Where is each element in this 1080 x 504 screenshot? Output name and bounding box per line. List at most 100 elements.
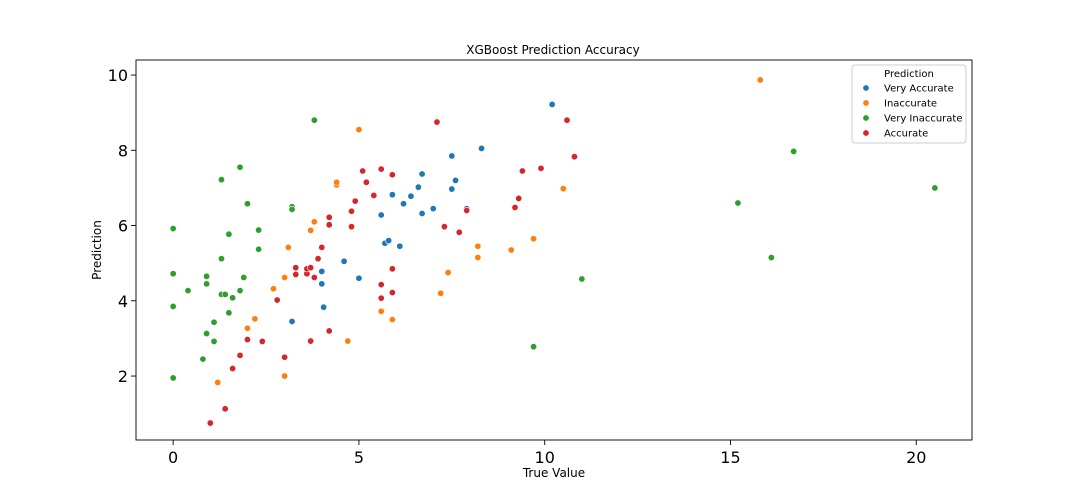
x-tick-label: 0: [168, 448, 178, 467]
legend-frame: [851, 64, 967, 144]
data-point: [255, 245, 263, 253]
data-point: [307, 226, 315, 234]
data-point: [229, 365, 237, 373]
legend-marker: [862, 114, 870, 122]
data-point: [203, 330, 211, 338]
data-point: [377, 165, 385, 173]
data-point: [307, 337, 315, 345]
y-tick-label: 8: [118, 141, 128, 160]
legend-item: Inaccurate: [862, 99, 937, 110]
data-point: [790, 147, 798, 155]
data-point: [377, 307, 385, 315]
data-point: [340, 257, 348, 265]
legend-marker: [862, 129, 870, 137]
data-point: [199, 355, 207, 363]
data-point: [478, 144, 486, 152]
data-point: [210, 337, 218, 345]
legend-item: Accurate: [862, 129, 928, 140]
x-tick-label: 10: [535, 448, 555, 467]
data-point: [203, 280, 211, 288]
legend-title: Prediction: [884, 69, 934, 80]
data-point: [344, 337, 352, 345]
x-tick-label: 5: [354, 448, 364, 467]
legend-label: Inaccurate: [884, 99, 937, 110]
data-point: [570, 153, 578, 161]
data-point: [418, 210, 426, 218]
data-point: [281, 273, 289, 281]
data-point: [325, 213, 333, 221]
data-point: [437, 289, 445, 297]
legend-item: Very Accurate: [862, 84, 954, 95]
data-point: [217, 255, 225, 263]
data-point: [310, 116, 318, 124]
legend-marker: [862, 84, 870, 92]
data-point: [348, 207, 356, 215]
data-point: [292, 270, 300, 278]
data-point: [440, 223, 448, 231]
data-point: [388, 265, 396, 273]
data-point: [169, 270, 177, 278]
data-point: [310, 218, 318, 226]
data-point: [578, 275, 586, 283]
data-point: [203, 272, 211, 280]
data-point: [284, 243, 292, 251]
data-point: [351, 197, 359, 205]
y-tick-label: 2: [118, 367, 128, 386]
data-point: [325, 327, 333, 335]
data-point: [214, 378, 222, 386]
data-point: [288, 205, 296, 213]
data-point: [243, 200, 251, 208]
data-point: [217, 176, 225, 184]
data-point: [377, 294, 385, 302]
y-tick-label: 6: [118, 217, 128, 236]
data-point: [507, 246, 515, 254]
series-inaccurate: [214, 76, 764, 386]
data-point: [537, 164, 545, 172]
data-point: [251, 315, 259, 323]
data-point: [530, 235, 538, 243]
data-point: [348, 223, 356, 231]
data-point: [184, 287, 192, 295]
data-point: [452, 176, 460, 184]
data-point: [355, 126, 363, 134]
data-point: [559, 185, 567, 193]
data-point: [511, 203, 519, 211]
data-point: [243, 324, 251, 332]
data-point: [236, 287, 244, 295]
series-accurate: [206, 116, 578, 427]
x-tick-label: 20: [906, 448, 926, 467]
data-point: [474, 242, 482, 250]
y-axis-label: Prediction: [90, 220, 104, 280]
data-point: [236, 351, 244, 359]
data-point: [225, 230, 233, 238]
chart-title: XGBoost Prediction Accuracy: [466, 43, 639, 57]
data-point: [385, 237, 393, 245]
data-point: [210, 318, 218, 326]
data-point: [463, 206, 471, 214]
data-point: [444, 269, 452, 277]
data-point: [320, 303, 328, 311]
data-point: [169, 225, 177, 233]
data-point: [206, 419, 214, 427]
data-point: [418, 170, 426, 178]
legend-label: Very Accurate: [884, 84, 954, 95]
data-point: [756, 76, 764, 84]
data-point: [455, 228, 463, 236]
data-point: [221, 405, 229, 413]
data-point: [359, 167, 367, 175]
data-point: [530, 343, 538, 351]
points-layer: [169, 76, 939, 427]
data-point: [767, 254, 775, 262]
legend-label: Very Inaccurate: [884, 114, 963, 125]
data-point: [229, 294, 237, 302]
data-point: [333, 178, 341, 186]
x-tick-label: 15: [720, 448, 740, 467]
data-point: [292, 264, 300, 272]
data-point: [474, 254, 482, 262]
data-point: [388, 289, 396, 297]
y-tick-label: 10: [108, 66, 128, 85]
legend-label: Accurate: [884, 129, 928, 140]
x-axis-ticks: 0 5 10 15 20: [168, 440, 926, 467]
data-point: [281, 353, 289, 361]
